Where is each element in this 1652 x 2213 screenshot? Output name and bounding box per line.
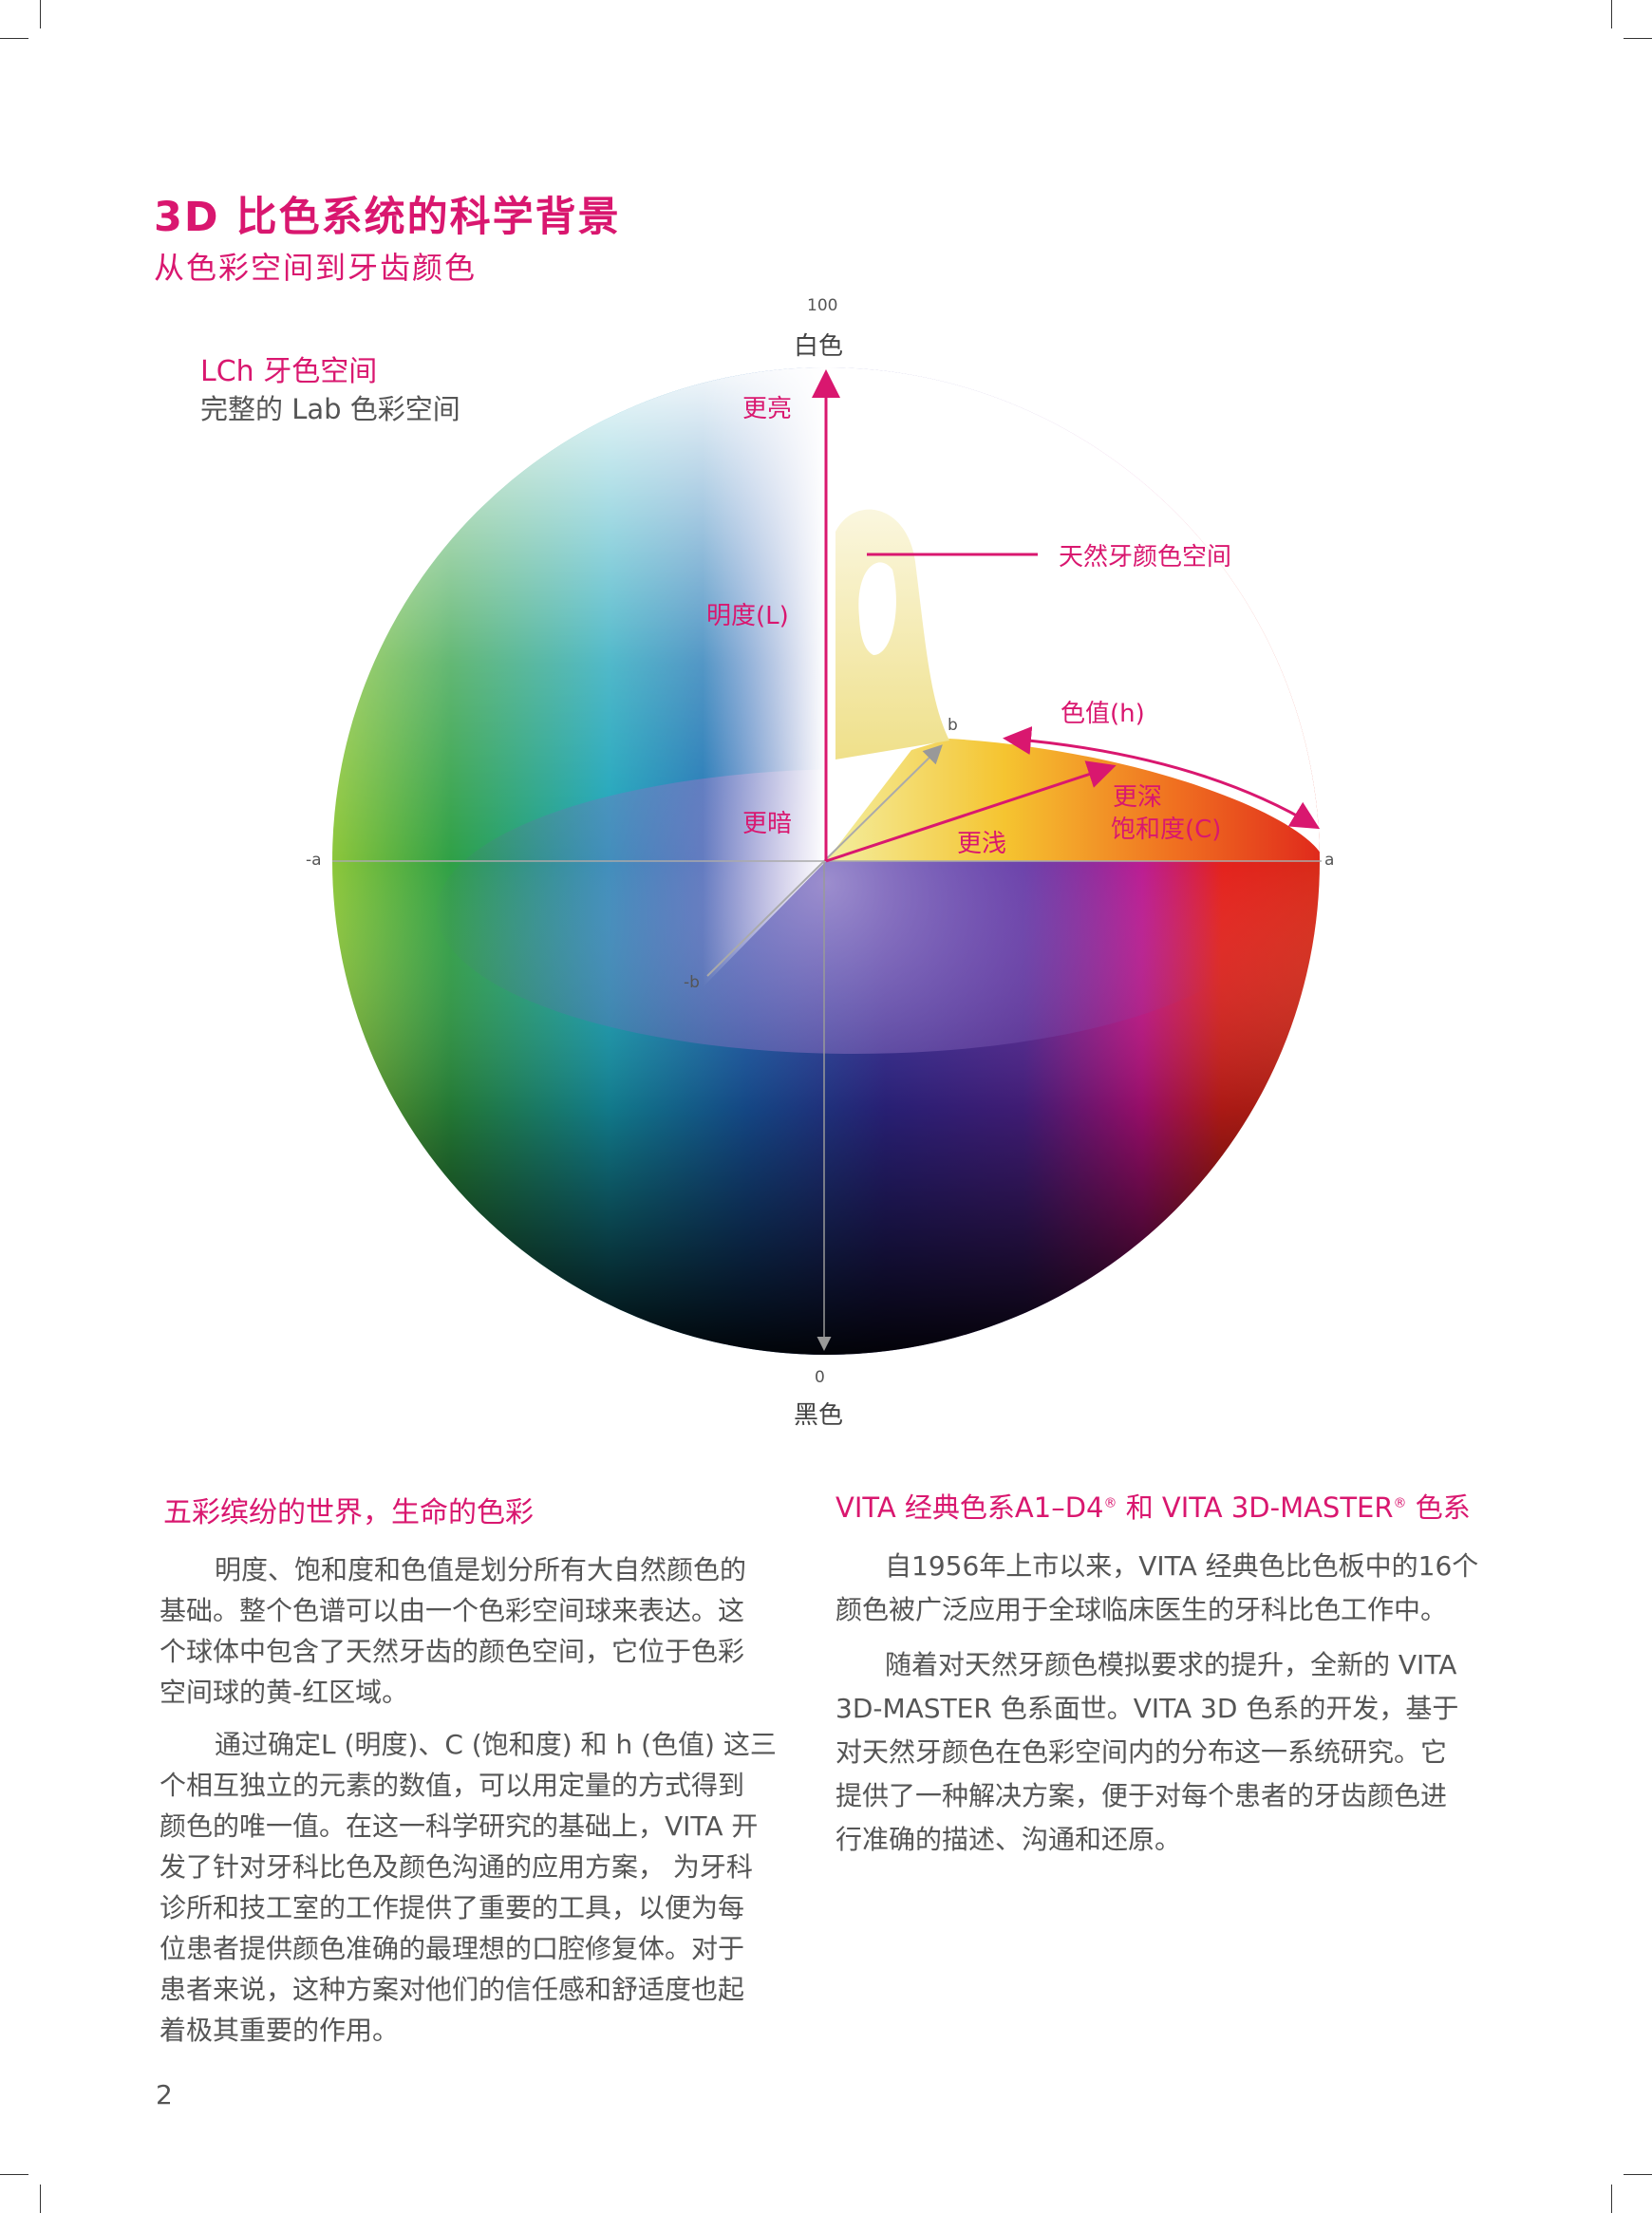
legend-title: LCh 牙色空间	[200, 355, 378, 388]
left-column: 五彩缤纷的世界，生命的色彩 明度、饱和度和色值是划分所有大自然颜色的 基础。整个…	[160, 1489, 786, 2062]
page-title: 3D 比色系统的科学背景	[154, 194, 621, 241]
crop-mark	[0, 38, 28, 39]
text-line: 位患者提供颜色准确的最理想的口腔修复体。对于	[160, 1933, 745, 1964]
heading-text: 和 VITA 3D-MASTER	[1117, 1491, 1394, 1524]
text-line: 随着对天然牙颜色模拟要求的提升，全新的 VITA	[885, 1649, 1457, 1680]
right-column: VITA 经典色系A1–D4® 和 VITA 3D-MASTER® 色系 自19…	[835, 1486, 1557, 1873]
natural-tooth-color-space	[835, 509, 949, 760]
label-brighter: 更亮	[742, 395, 793, 423]
text-line: 行准确的描述、沟通和还原。	[835, 1824, 1182, 1855]
label-darker: 更暗	[742, 810, 793, 838]
crop-mark	[1624, 38, 1652, 39]
label-axis-neg-a: -a	[306, 851, 322, 870]
crop-mark	[40, 2185, 41, 2213]
paragraph: 明度、饱和度和色值是划分所有大自然颜色的 基础。整个色谱可以由一个色彩空间球来表…	[160, 1549, 786, 1713]
text-line: 自1956年上市以来，VITA 经典色比色板中的16个	[885, 1550, 1479, 1582]
paragraph: 随着对天然牙颜色模拟要求的提升，全新的 VITA 3D-MASTER 色系面世。…	[835, 1643, 1557, 1862]
text-line: 诊所和技工室的工作提供了重要的工具，以便为每	[160, 1892, 745, 1923]
text-line: 个相互独立的元素的数值，可以用定量的方式得到	[160, 1770, 745, 1801]
page-number: 2	[156, 2079, 173, 2110]
text-line: 基础。整个色谱可以由一个色彩空间球来表达。这	[160, 1595, 745, 1626]
label-natural-tooth-space: 天然牙颜色空间	[1059, 543, 1232, 572]
text-line: 提供了一种解决方案，便于对每个患者的牙齿颜色进	[835, 1780, 1448, 1811]
label-lightness: 明度(L)	[706, 602, 789, 630]
page-subtitle: 从色彩空间到牙齿颜色	[154, 250, 478, 286]
label-hue: 色值(h)	[1061, 700, 1145, 728]
text-line: 对天然牙颜色在色彩空间内的分布这一系统研究。它	[835, 1736, 1448, 1768]
paragraph: 自1956年上市以来，VITA 经典色比色板中的16个 颜色被广泛应用于全球临床…	[835, 1545, 1557, 1632]
right-column-heading: VITA 经典色系A1–D4® 和 VITA 3D-MASTER® 色系	[835, 1486, 1557, 1526]
hue-arrow	[1003, 726, 1321, 830]
crop-mark	[40, 0, 41, 28]
label-axis-neg-b: -b	[684, 973, 700, 992]
label-axis-b: b	[948, 716, 958, 735]
text-line: 个球体中包含了天然牙齿的颜色空间，它位于色彩	[160, 1636, 745, 1667]
crop-mark	[1611, 2185, 1612, 2213]
text-line: 颜色被广泛应用于全球临床医生的牙科比色工作中。	[835, 1594, 1448, 1625]
heading-text: VITA 经典色系A1–D4	[835, 1491, 1104, 1524]
registered-mark: ®	[1103, 1495, 1117, 1511]
paragraph: 通过确定L (明度)、C (饱和度) 和 h (色值) 这三 个相互独立的元素的…	[160, 1724, 786, 2051]
label-lighter: 更浅	[957, 830, 1007, 858]
heading-text: 色系	[1406, 1491, 1471, 1524]
text-line: 颜色的唯一值。在这一科学研究的基础上，VITA 开	[160, 1810, 759, 1842]
text-line: 通过确定L (明度)、C (饱和度) 和 h (色值) 这三	[215, 1729, 777, 1760]
cut-vertical-face	[703, 367, 826, 987]
axis-bottom-value: 0	[815, 1368, 825, 1387]
text-line: 着极其重要的作用。	[160, 2015, 400, 2046]
label-deeper: 更深	[1113, 783, 1163, 812]
crop-mark	[1611, 0, 1612, 28]
crop-mark	[1624, 2174, 1652, 2175]
axis-top-label: 白色	[794, 332, 844, 361]
axis-top-value: 100	[807, 296, 838, 315]
b-axis-line	[706, 744, 943, 977]
text-line: 3D-MASTER 色系面世。VITA 3D 色系的开发，基于	[835, 1693, 1459, 1724]
legend-subtitle: 完整的 Lab 色彩空间	[200, 393, 460, 425]
text-line: 患者来说，这种方案对他们的信任感和舒适度也起	[160, 1974, 745, 2005]
text-line: 发了针对牙科比色及颜色沟通的应用方案， 为牙科	[160, 1851, 753, 1883]
registered-mark: ®	[1393, 1495, 1407, 1511]
text-line: 空间球的黄-红区域。	[160, 1677, 409, 1708]
text-line: 明度、饱和度和色值是划分所有大自然颜色的	[215, 1554, 747, 1585]
crop-mark	[0, 2174, 28, 2175]
axis-bottom-label: 黑色	[794, 1401, 844, 1430]
left-column-heading: 五彩缤纷的世界，生命的色彩	[163, 1496, 534, 1529]
label-chroma: 饱和度(C)	[1111, 816, 1222, 844]
label-axis-a: a	[1324, 851, 1335, 870]
